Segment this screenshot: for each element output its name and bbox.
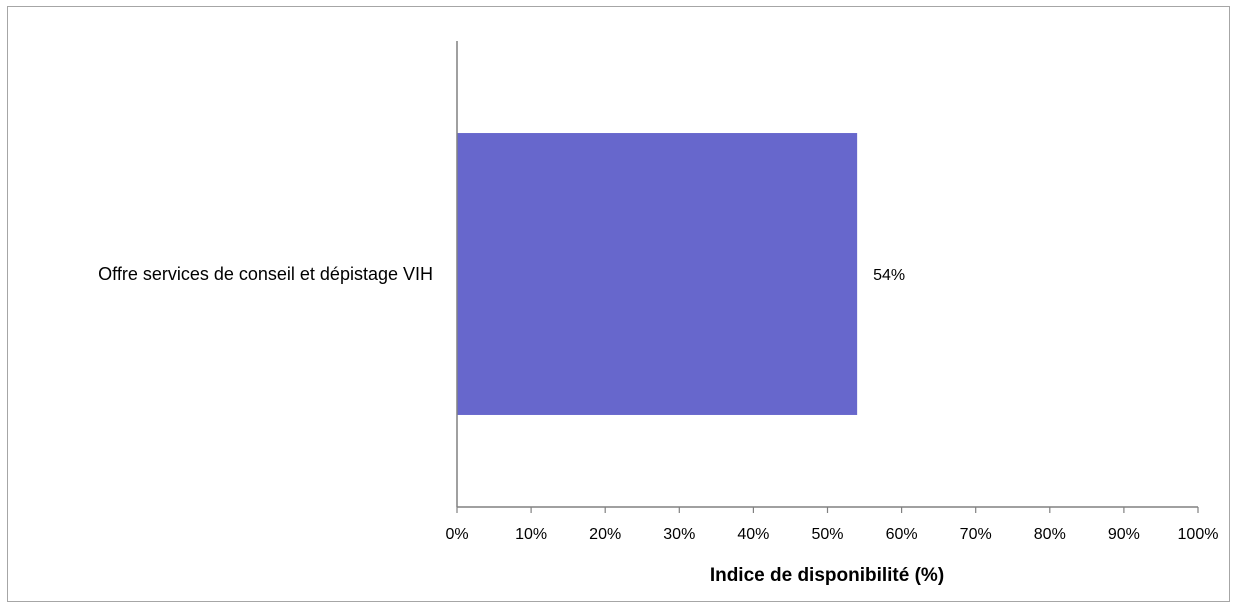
x-axis-title: Indice de disponibilité (%)	[710, 565, 944, 586]
x-tick-label: 60%	[886, 526, 918, 543]
x-tick-label: 40%	[737, 526, 769, 543]
data-label: 54%	[873, 267, 905, 284]
x-tick-label: 90%	[1108, 526, 1140, 543]
x-tick-label: 20%	[589, 526, 621, 543]
labels-layer: 54% Offre services de conseil et dépistag…	[98, 264, 1218, 543]
x-tick-label: 30%	[663, 526, 695, 543]
bar	[457, 133, 858, 415]
bars-layer	[457, 133, 858, 415]
x-tick-label: 10%	[515, 526, 547, 543]
category-label: Offre services de conseil et dépistage V…	[98, 264, 433, 284]
axes-layer	[456, 41, 1199, 513]
x-tick-label: 70%	[960, 526, 992, 543]
x-tick-label: 0%	[445, 526, 468, 543]
x-tick-label: 100%	[1178, 526, 1219, 543]
x-tick-label: 50%	[811, 526, 843, 543]
x-tick-label: 80%	[1034, 526, 1066, 543]
